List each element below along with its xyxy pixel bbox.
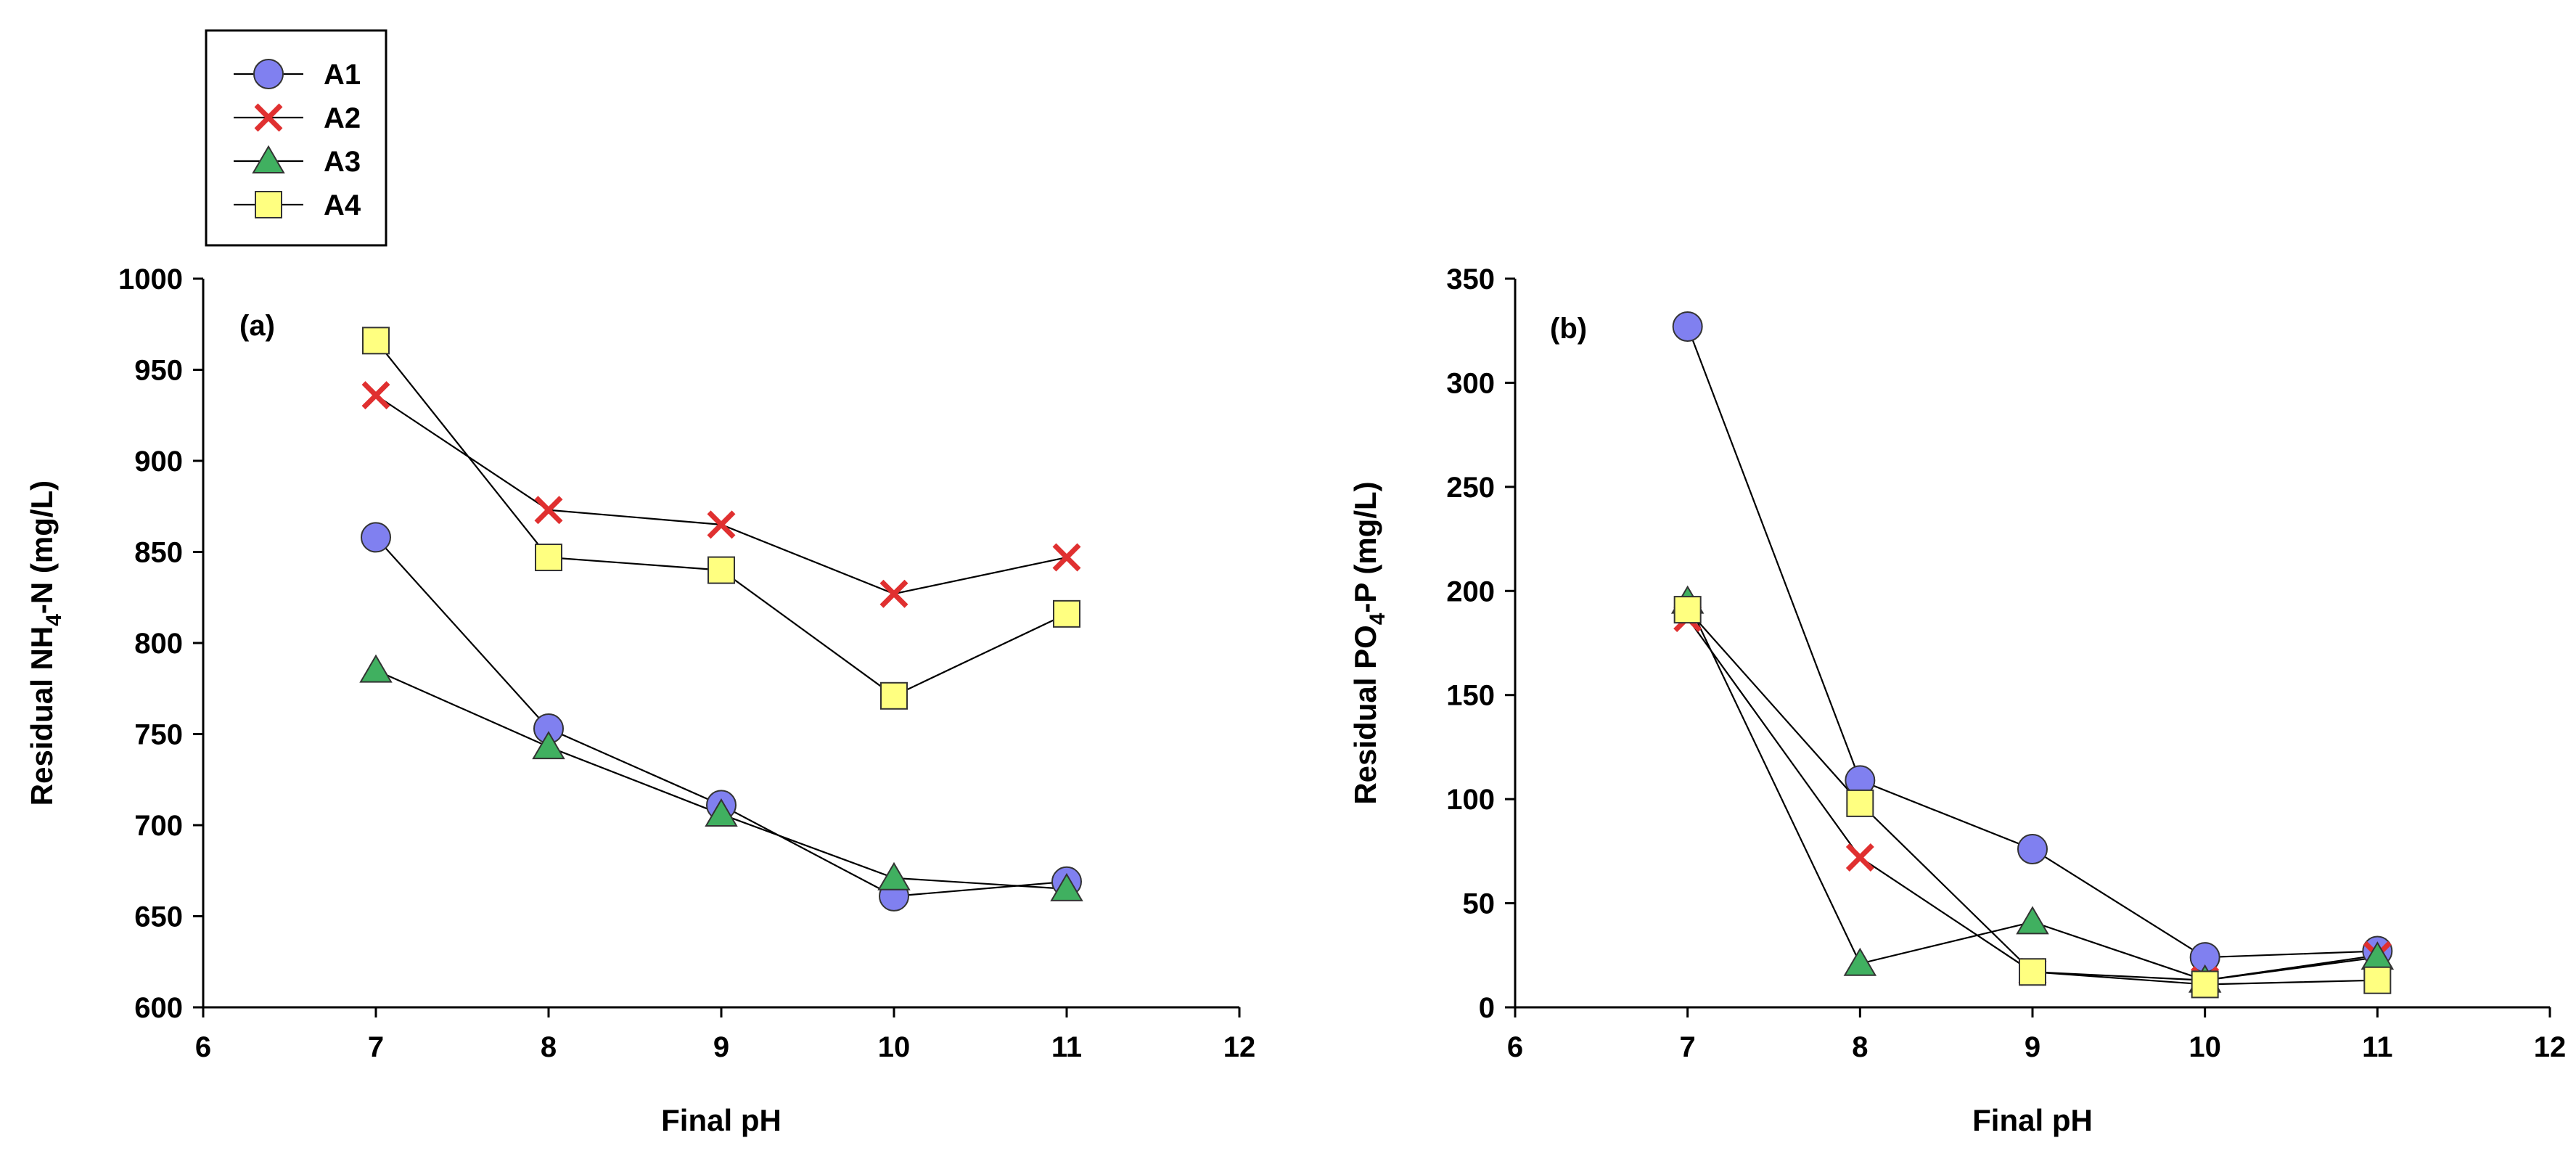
x-tick-label: 10 xyxy=(2189,1031,2221,1063)
x-axis-title: Final pH xyxy=(661,1103,782,1137)
data-point-a4-ph11 xyxy=(1053,599,1080,628)
data-point-a2-ph11 xyxy=(1052,543,1081,572)
series-a3-points xyxy=(1670,585,2395,993)
panel-a: 600 650 700 750 800 850 900 950 1000 6 7 8 9 10 11 12 Fi… xyxy=(25,263,1255,1137)
legend-marker-square-icon xyxy=(255,191,282,218)
data-point-a4-ph10 xyxy=(880,681,908,710)
legend-marker-triangle-icon xyxy=(252,145,285,173)
data-point-a3-ph9 xyxy=(705,798,738,827)
x-tick-label: 8 xyxy=(541,1031,557,1063)
y-tick-label: 850 xyxy=(134,537,183,569)
y-axis-title: Residual PO4-P (mg/L) xyxy=(1348,481,1390,804)
x-tick-label: 7 xyxy=(1680,1031,1696,1063)
data-point-a3-ph10 xyxy=(877,861,911,890)
legend-item-a3: A3 xyxy=(234,145,361,178)
y-axis-title-main: Residual PO xyxy=(1348,625,1382,804)
data-point-a2-ph7 xyxy=(361,381,390,410)
data-point-a4-ph8 xyxy=(1846,789,1874,817)
x-tick-label: 12 xyxy=(2534,1031,2567,1063)
data-point-a1-ph7 xyxy=(1672,311,1703,342)
y-tick-label: 250 xyxy=(1446,472,1495,504)
data-point-a3-ph9 xyxy=(2016,906,2049,935)
panel-tag: (b) xyxy=(1550,313,1587,345)
data-point-a1-ph7 xyxy=(361,522,391,553)
data-point-a1-ph9 xyxy=(2017,833,2048,864)
data-point-a2-ph8 xyxy=(534,496,563,525)
data-point-a4-ph9 xyxy=(707,556,735,584)
data-point-a3-ph11 xyxy=(1050,872,1083,901)
y-tick-label: 700 xyxy=(134,810,183,842)
y-tick-label: 750 xyxy=(134,719,183,751)
y-axis-title: Residual NH4-N (mg/L) xyxy=(25,480,66,806)
series-a2-points xyxy=(361,381,1081,608)
x-tick-label: 9 xyxy=(2025,1031,2040,1063)
y-axis-title-main: Residual NH xyxy=(25,626,59,806)
panel-tag: (a) xyxy=(239,310,275,342)
legend-frame xyxy=(205,29,387,247)
series-a4-points xyxy=(362,327,1080,710)
y-tick-label: 900 xyxy=(134,446,183,478)
y-tick-label: 950 xyxy=(134,355,183,387)
legend-item-a1: A1 xyxy=(234,59,361,91)
y-axis-title-unit: -N (mg/L) xyxy=(25,480,59,614)
y-tick-label: 1000 xyxy=(118,263,183,295)
data-point-a3-ph8 xyxy=(1843,947,1877,976)
legend-label: A4 xyxy=(324,189,361,221)
x-tick-label: 11 xyxy=(1051,1031,1082,1063)
y-tick-label: 0 xyxy=(1479,992,1495,1024)
y-axis-title-subscript: 4 xyxy=(42,614,66,626)
legend-marker-x-icon xyxy=(254,103,283,132)
data-point-a4-ph9 xyxy=(2019,958,2046,986)
data-point-a4-ph10 xyxy=(2191,970,2219,999)
series-a4-points xyxy=(1673,596,2392,999)
x-tick-label: 11 xyxy=(2362,1031,2392,1063)
series-a3-points xyxy=(359,654,1083,901)
y-axis-title-unit: -P (mg/L) xyxy=(1348,481,1382,613)
legend-label: A2 xyxy=(324,102,361,134)
x-tick-label: 8 xyxy=(1852,1031,1868,1063)
y-tick-label: 200 xyxy=(1446,576,1495,607)
y-tick-label: 650 xyxy=(134,901,183,933)
x-tick-label: 6 xyxy=(195,1031,211,1063)
x-tick-label: 10 xyxy=(878,1031,911,1063)
series-line-a4 xyxy=(375,340,1067,697)
y-tick-label: 100 xyxy=(1446,784,1495,816)
x-axis-title: Final pH xyxy=(1972,1103,2093,1137)
data-point-a4-ph7 xyxy=(362,327,390,355)
data-point-a2-ph8 xyxy=(1845,843,1874,872)
y-axis-title-subscript: 4 xyxy=(1366,613,1390,625)
y-tick-label: 800 xyxy=(134,628,183,660)
legend-marker-circle-icon xyxy=(253,59,284,89)
legend-item-a2: A2 xyxy=(234,102,361,134)
y-tick-label: 350 xyxy=(1446,263,1495,295)
y-tick-label: 50 xyxy=(1463,888,1496,920)
x-tick-label: 7 xyxy=(368,1031,384,1063)
x-tick-label: 9 xyxy=(713,1031,729,1063)
y-tick-label: 600 xyxy=(134,992,183,1024)
data-point-a4-ph8 xyxy=(535,544,562,572)
y-tick-label: 300 xyxy=(1446,367,1495,399)
data-point-a4-ph7 xyxy=(1673,596,1702,624)
x-tick-label: 12 xyxy=(1223,1031,1256,1063)
data-point-a3-ph7 xyxy=(359,654,393,683)
series-line-a3 xyxy=(375,669,1067,890)
panel-b: 0 50 100 150 200 250 300 350 6 7 8 9 10 11 12 Final pH R… xyxy=(1348,263,2566,1137)
data-point-a2-ph10 xyxy=(879,579,908,608)
data-point-a4-ph11 xyxy=(2363,966,2392,994)
data-point-a3-ph8 xyxy=(532,731,565,760)
legend-label: A1 xyxy=(324,59,361,91)
y-tick-label: 150 xyxy=(1446,680,1495,712)
data-point-a2-ph9 xyxy=(707,510,736,539)
legend-item-a4: A4 xyxy=(234,189,361,221)
legend-label: A3 xyxy=(324,146,361,178)
legend: A1 A2 A3 A4 xyxy=(205,29,387,247)
x-tick-label: 6 xyxy=(1507,1031,1523,1063)
series-a1-points xyxy=(1672,311,2393,973)
